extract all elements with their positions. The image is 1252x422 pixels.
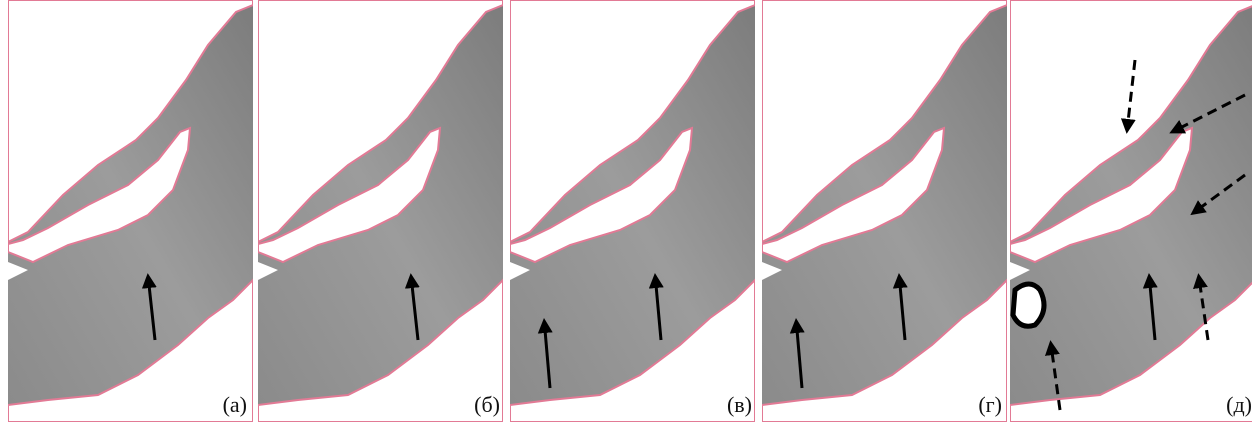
panel-c: (в) bbox=[510, 0, 755, 422]
panel-label: (б) bbox=[474, 392, 500, 417]
panel-label: (а) bbox=[223, 392, 247, 417]
panel-label: (г) bbox=[978, 392, 1002, 417]
panel-b: (б) bbox=[258, 0, 503, 422]
panel-d: (г) bbox=[762, 0, 1007, 422]
panel-label: (д) bbox=[1226, 392, 1252, 417]
panel-label: (в) bbox=[727, 392, 752, 417]
figure: (а) (б) (в) (г) (д) bbox=[0, 0, 1252, 422]
panel-a: (а) bbox=[8, 0, 253, 422]
panel-e: (д) bbox=[1010, 0, 1252, 422]
